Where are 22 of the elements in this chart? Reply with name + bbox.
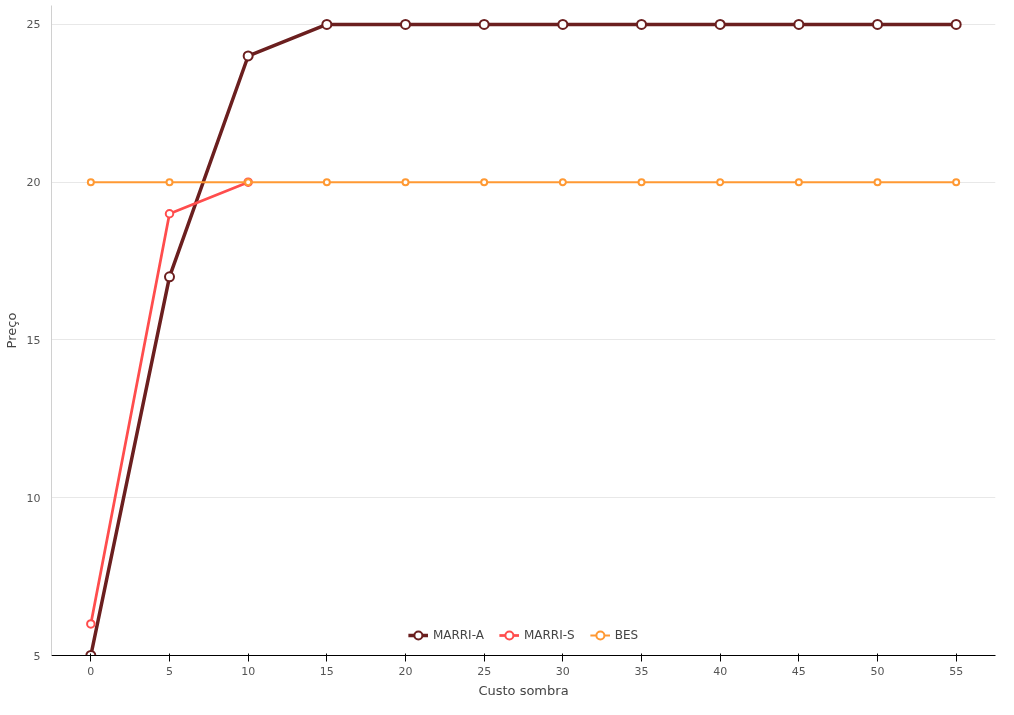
y-tick-label: 20: [26, 176, 41, 190]
x-tick-label: 55: [949, 664, 964, 678]
y-tick-label: 15: [26, 333, 41, 347]
y-tick-label: 25: [26, 18, 41, 32]
x-tick-label: 35: [634, 664, 649, 678]
x-tick-label: 0: [87, 664, 95, 678]
x-tick-label: 25: [477, 664, 492, 678]
x-tick-label: 50: [870, 664, 885, 678]
x-tick-label: 45: [791, 664, 806, 678]
x-tick-label: 30: [555, 664, 570, 678]
x-tick-label: 10: [241, 664, 256, 678]
x-tick-label: 5: [166, 664, 173, 678]
y-axis-title: Preço: [3, 312, 19, 349]
x-tick-label: 20: [398, 664, 413, 678]
x-tick-label: 15: [319, 664, 334, 678]
x-tick-label: 40: [713, 664, 728, 678]
legend-label: MARRI-S: [523, 628, 575, 642]
y-tick-label: 5: [33, 649, 41, 663]
y-tick-label: 10: [26, 491, 41, 505]
legend-label: MARRI-A: [432, 628, 484, 642]
x-axis-title: Custo sombra: [478, 682, 569, 698]
legend-label: BES: [614, 628, 639, 642]
